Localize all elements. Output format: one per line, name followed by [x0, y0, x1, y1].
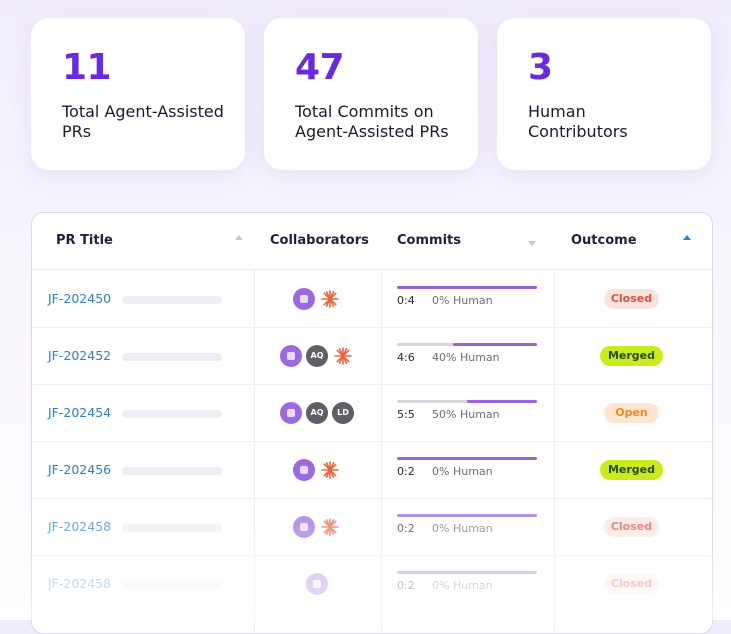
avatar[interactable]: LD	[332, 402, 354, 424]
outcome-badge: Merged	[600, 460, 663, 480]
table-row[interactable]: JF-202456 0:2 0% Human Merged	[32, 441, 712, 499]
pr-title-placeholder	[122, 296, 222, 304]
commit-ratio: 0:2	[397, 465, 415, 478]
collaborator-avatars	[293, 516, 341, 538]
human-percent: 0% Human	[432, 579, 493, 592]
commit-ratio-bar	[397, 514, 537, 517]
collaborator-avatars	[293, 288, 341, 310]
header-outcome[interactable]: Outcome	[571, 233, 637, 248]
column-divider	[554, 269, 555, 633]
collaborator-avatars	[306, 573, 328, 595]
avatar[interactable]: AQ	[306, 345, 328, 367]
pr-table: PR Title Collaborators Commits Outcome J…	[31, 212, 713, 634]
commit-ratio: 4:6	[397, 351, 415, 364]
commit-ratio-bar	[397, 571, 537, 574]
header-collaborators[interactable]: Collaborators	[270, 233, 369, 248]
commit-ratio-bar	[397, 343, 537, 346]
pr-link[interactable]: JF-202458	[48, 519, 112, 534]
table-row[interactable]: JF-202458 0:2 0% Human Closed	[32, 555, 712, 613]
collaborator-avatars	[293, 459, 341, 481]
outcome-badge: Open	[604, 403, 659, 423]
commit-ratio-bar	[397, 400, 537, 403]
agent-avatar-icon[interactable]	[280, 345, 302, 367]
outcome-badge: Closed	[604, 289, 659, 309]
burst-icon[interactable]	[332, 345, 354, 367]
table-header: PR Title Collaborators Commits Outcome	[32, 213, 712, 270]
human-percent: 0% Human	[432, 522, 493, 535]
pr-link[interactable]: JF-202454	[48, 405, 112, 420]
stat-card-agent-prs: 11 Total Agent-Assisted PRs	[31, 18, 245, 170]
sort-desc-icon[interactable]	[528, 241, 536, 246]
stat-card-total-commits: 47 Total Commits on Agent-Assisted PRs	[264, 18, 478, 170]
stat-label: Total Commits on Agent-Assisted PRs	[295, 102, 449, 141]
agent-commits-fill	[397, 457, 537, 460]
burst-icon[interactable]	[319, 288, 341, 310]
pr-title-placeholder	[122, 410, 222, 418]
pr-link[interactable]: JF-202452	[48, 348, 112, 363]
commit-ratio: 0:2	[397, 522, 415, 535]
agent-commits-fill	[397, 571, 537, 574]
column-divider	[254, 269, 255, 633]
human-percent: 40% Human	[432, 351, 500, 364]
header-commits[interactable]: Commits	[397, 233, 461, 248]
collaborator-avatars: AQ	[280, 345, 354, 367]
stat-card-human-contributors: 3 Human Contributors	[497, 18, 711, 170]
pr-title-placeholder	[122, 581, 222, 589]
sort-asc-active-icon[interactable]	[683, 235, 691, 240]
table-row[interactable]: JF-202454 AQ LD 5:5 50% Human Open	[32, 384, 712, 442]
pr-title-placeholder	[122, 353, 222, 361]
burst-icon[interactable]	[319, 516, 341, 538]
agent-avatar-icon[interactable]	[293, 288, 315, 310]
agent-avatar-icon[interactable]	[293, 516, 315, 538]
commit-ratio-bar	[397, 286, 537, 289]
pr-link[interactable]: JF-202450	[48, 291, 112, 306]
sort-asc-icon[interactable]	[235, 235, 243, 240]
stat-label: Human Contributors	[528, 102, 628, 141]
table-row[interactable]: JF-202452 AQ 4:6 40% Human Merged	[32, 327, 712, 385]
pr-title-placeholder	[122, 524, 222, 532]
stat-value: 11	[62, 47, 112, 88]
outcome-badge: Closed	[604, 574, 659, 594]
human-percent: 50% Human	[432, 408, 500, 421]
column-divider	[381, 269, 382, 633]
agent-commits-fill	[467, 400, 537, 403]
agent-avatar-icon[interactable]	[293, 459, 315, 481]
table-row[interactable]: JF-202450 0:4 0% Human Closed	[32, 270, 712, 328]
avatar[interactable]: AQ	[306, 402, 328, 424]
pr-link[interactable]: JF-202456	[48, 462, 112, 477]
collaborator-avatars: AQ LD	[280, 402, 354, 424]
commit-ratio: 0:4	[397, 294, 415, 307]
pr-title-placeholder	[122, 467, 222, 475]
pr-link[interactable]: JF-202458	[48, 576, 112, 591]
commit-ratio: 0:2	[397, 579, 415, 592]
stat-value: 3	[528, 47, 553, 88]
burst-icon[interactable]	[319, 459, 341, 481]
agent-avatar-icon[interactable]	[280, 402, 302, 424]
outcome-badge: Closed	[604, 517, 659, 537]
agent-avatar-icon[interactable]	[306, 573, 328, 595]
agent-commits-fill	[397, 286, 537, 289]
outcome-badge: Merged	[600, 346, 663, 366]
human-percent: 0% Human	[432, 465, 493, 478]
agent-commits-fill	[397, 514, 537, 517]
agent-commits-fill	[453, 343, 537, 346]
stat-label: Total Agent-Assisted PRs	[62, 102, 224, 141]
stat-value: 47	[295, 47, 345, 88]
commit-ratio-bar	[397, 457, 537, 460]
human-percent: 0% Human	[432, 294, 493, 307]
table-row[interactable]: JF-202458 0:2 0% Human Closed	[32, 498, 712, 556]
header-pr-title[interactable]: PR Title	[56, 233, 113, 248]
commit-ratio: 5:5	[397, 408, 415, 421]
